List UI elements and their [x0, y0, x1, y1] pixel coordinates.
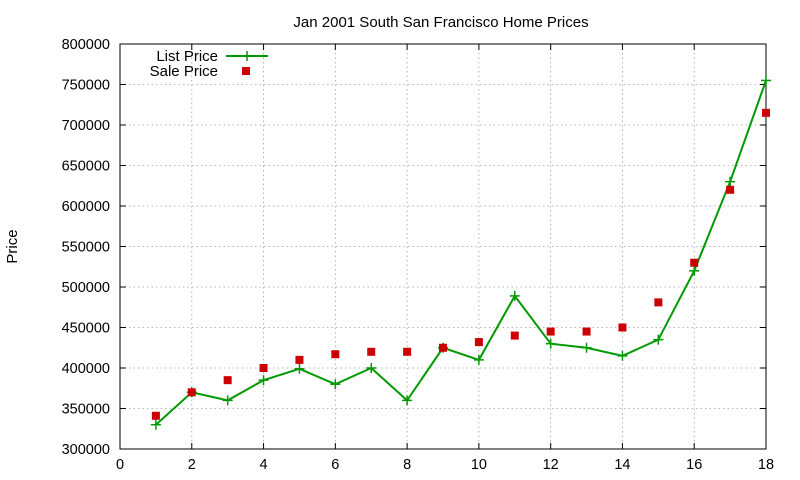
y-tick-label: 750000: [62, 78, 110, 94]
list-price-point: [258, 375, 269, 386]
legend-marker-list-price: [242, 51, 252, 61]
sale-price-point: [403, 347, 412, 356]
sale-price-point: [546, 327, 555, 336]
grid: [120, 44, 766, 449]
series-0: [150, 75, 771, 430]
x-tick-label: 18: [758, 457, 774, 473]
list-price-point: [366, 363, 377, 373]
list-price-point: [617, 350, 628, 361]
list-price-point: [653, 334, 664, 345]
ticks: 0 2 4 6 8 10 12 14 16 18 300000 350000 400000 450000 5…: [62, 37, 774, 473]
sale-price-point: [331, 350, 340, 359]
sale-price-point: [690, 258, 699, 267]
sale-price-point: [439, 343, 447, 352]
x-tick-label: 14: [614, 457, 630, 473]
x-tick-label: 0: [116, 457, 124, 473]
list-price-point: [509, 290, 520, 301]
sale-price-point: [259, 364, 268, 372]
y-tick-label: 300000: [62, 442, 110, 458]
y-tick-label: 350000: [62, 402, 110, 418]
x-tick-label: 6: [331, 457, 339, 473]
y-tick-label: 450000: [62, 321, 110, 337]
list-price-point: [402, 395, 413, 406]
sale-price-point: [654, 298, 663, 307]
list-price-point: [545, 338, 556, 349]
y-tick-label: 400000: [62, 361, 110, 377]
sale-price-point: [151, 411, 160, 420]
legend-label-sale-price: Sale Price: [150, 63, 218, 80]
legend-symbols: [226, 51, 268, 75]
list-price-point: [330, 379, 341, 390]
y-tick-label: 700000: [62, 118, 110, 134]
sale-price-point: [187, 388, 196, 397]
sale-price-point: [474, 338, 483, 347]
y-tick-label: 800000: [62, 37, 110, 53]
sale-price-point: [762, 108, 770, 117]
series-1: [151, 108, 770, 420]
list-price-point: [689, 265, 700, 276]
x-tick-label: 16: [686, 457, 702, 473]
y-tick-label: 650000: [62, 159, 110, 175]
list-price-point: [725, 176, 736, 187]
list-price-point: [294, 363, 305, 374]
list-price-point: [150, 419, 161, 430]
x-tick-label: 12: [543, 457, 559, 473]
list-price-point: [761, 75, 771, 86]
sale-price-point: [618, 323, 627, 332]
y-tick-label: 600000: [62, 199, 110, 215]
sale-price-point: [726, 185, 735, 194]
list-price-point: [473, 354, 484, 365]
legend-marker-sale-price: [242, 67, 250, 75]
x-tick-label: 10: [471, 457, 487, 473]
list-price-line: [155, 80, 767, 426]
x-tick-label: 4: [260, 457, 268, 473]
list-price-point: [222, 395, 233, 406]
sale-price-point: [223, 376, 232, 385]
y-axis-title: Price: [4, 229, 21, 263]
legend-label-list-price: List Price: [156, 48, 218, 65]
sale-price-point: [367, 347, 376, 356]
list-price-point: [581, 342, 592, 353]
legend: List Price Sale Price: [150, 48, 268, 80]
sale-price-point: [582, 327, 591, 336]
series: [150, 75, 771, 430]
x-tick-label: 2: [188, 457, 196, 473]
y-tick-label: 550000: [62, 240, 110, 256]
chart-title: Jan 2001 South San Francisco Home Prices: [293, 14, 588, 31]
sale-price-point: [510, 331, 519, 340]
x-tick-label: 8: [403, 457, 411, 473]
y-tick-label: 500000: [62, 280, 110, 296]
sale-price-point: [295, 355, 304, 364]
